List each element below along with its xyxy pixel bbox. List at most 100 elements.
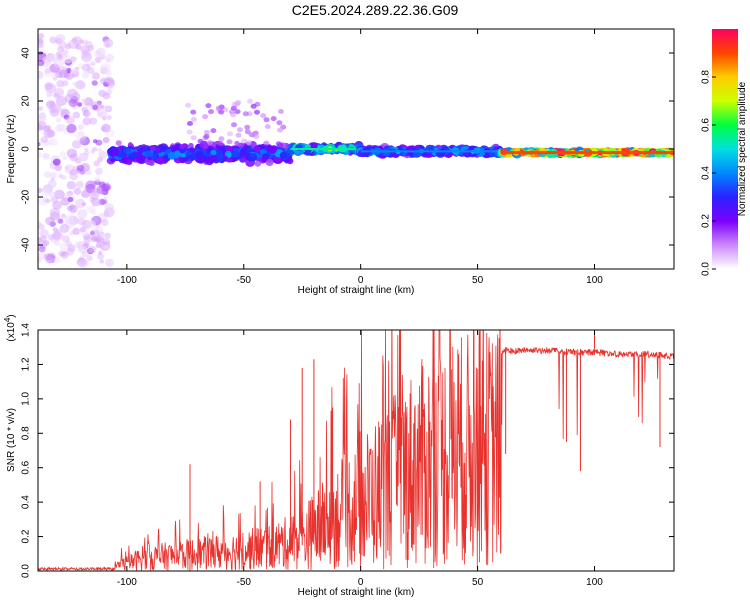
heatmap-cell — [97, 147, 103, 152]
heatmap-cell — [89, 117, 98, 125]
heatmap-cell — [277, 127, 283, 133]
heatmap-cell — [188, 142, 194, 149]
heatmap-cell — [224, 150, 232, 157]
colorbar-tick-label: 0.6 — [701, 118, 712, 132]
heatmap-cell — [48, 191, 56, 198]
heatmap-cell — [58, 40, 67, 49]
heatmap-cell — [91, 236, 98, 243]
heatmap-cell — [60, 251, 69, 259]
heatmap-cell — [99, 231, 105, 236]
heatmap-cell — [260, 113, 267, 119]
heatmap-cell — [68, 98, 78, 108]
heatmap-cell — [103, 244, 109, 250]
heatmap-cell — [95, 243, 102, 249]
heatmap-cell — [69, 204, 76, 210]
heatmap-cell — [215, 105, 222, 111]
heatmap-cell — [195, 150, 204, 158]
heatmap-cell — [235, 100, 242, 105]
heatmap-cell — [237, 127, 243, 133]
heatmap-cell — [38, 257, 42, 264]
heatmap-cell — [261, 157, 267, 163]
heatmap-cell — [202, 114, 209, 120]
heatmap-xtick-label: -50 — [237, 275, 252, 286]
heatmap-cell — [40, 136, 49, 144]
heatmap-cell — [279, 151, 287, 159]
heatmap-cell — [57, 124, 67, 132]
heatmap-cell — [102, 183, 112, 191]
heatmap-cell — [66, 148, 78, 159]
heatmap-cell — [52, 158, 61, 166]
heatmap-cell — [41, 58, 51, 68]
heatmap-cell — [101, 116, 107, 121]
heatmap-cell — [53, 57, 65, 68]
heatmap-cell — [125, 158, 132, 165]
heatmap-cell — [38, 37, 44, 44]
snr-ytick-label: 1.4 — [21, 323, 32, 337]
heatmap-cell — [275, 141, 282, 147]
heatmap-cell — [57, 218, 64, 224]
heatmap-cell — [208, 109, 214, 115]
heatmap-ytick-label: 40 — [21, 47, 32, 59]
heatmap-cell — [187, 121, 193, 126]
heatmap-cell — [97, 156, 104, 163]
heatmap-cell — [85, 180, 96, 190]
heatmap-cell — [90, 230, 95, 236]
heatmap-cell — [61, 80, 69, 87]
heatmap-cell — [91, 72, 101, 80]
heatmap-cell — [77, 124, 84, 130]
heatmap-cell — [45, 198, 51, 203]
heatmap-cell — [38, 59, 45, 67]
heatmap-cell — [72, 227, 81, 235]
heatmap-cell — [49, 36, 58, 44]
heatmap-cell — [81, 250, 90, 258]
heatmap-cell — [242, 111, 249, 117]
heatmap-cell — [115, 140, 122, 146]
heatmap-cell — [38, 142, 41, 147]
heatmap-cell — [103, 211, 110, 217]
snr-ytick-label: 0.2 — [21, 529, 32, 543]
heatmap-cell — [217, 141, 224, 147]
heatmap-cell — [63, 54, 73, 64]
heatmap-cell — [91, 80, 98, 86]
snr-xtick-label: 50 — [472, 577, 484, 588]
colorbar-label: Normalized spectral amplitude — [737, 81, 748, 216]
heatmap-ytick-label: -40 — [21, 237, 32, 252]
heatmap-cell — [278, 109, 284, 114]
heatmap-cell — [84, 96, 93, 105]
heatmap-ytick-label: 20 — [21, 95, 32, 107]
heatmap-xtick-label: 0 — [358, 275, 364, 286]
heatmap-cell — [38, 106, 44, 111]
heatmap-cell — [69, 172, 79, 181]
heatmap-cell — [205, 103, 212, 109]
snr-ytick-label: 1.0 — [21, 391, 32, 405]
heatmap-cell — [254, 160, 262, 167]
heatmap-cell — [128, 142, 133, 147]
heatmap-cell — [43, 128, 54, 139]
heatmap-cell — [79, 137, 87, 144]
heatmap-cell — [49, 171, 57, 179]
heatmap-cell — [105, 258, 114, 267]
heatmap-cell — [206, 140, 213, 146]
heatmap-cell — [92, 104, 99, 110]
heatmap-cell — [38, 151, 43, 159]
heatmap-cell — [125, 148, 132, 154]
snr-ytick-label: 0.4 — [21, 495, 32, 509]
snr-ytick-label: 0.0 — [21, 564, 32, 578]
heatmap-cell — [104, 77, 112, 85]
heatmap-cell — [245, 140, 252, 146]
heatmap-cell — [77, 209, 88, 219]
heatmap-cell — [234, 109, 241, 115]
heatmap-cell — [197, 138, 204, 144]
heatmap-cell — [222, 107, 229, 113]
heatmap-cell — [101, 219, 109, 227]
heatmap-x-axis-label: Height of straight line (km) — [298, 285, 415, 296]
colorbar-tick-label: 0.4 — [701, 166, 712, 180]
heatmap-cell — [38, 187, 43, 194]
heatmap-cell — [94, 56, 102, 64]
snr-layer — [38, 330, 674, 571]
heatmap-cell — [248, 152, 257, 161]
heatmap-cell — [59, 151, 67, 157]
snr-y-axis-label: SNR (10 * v/v) — [6, 408, 17, 472]
heatmap-cell — [102, 136, 110, 143]
heatmap-cell — [156, 156, 165, 165]
